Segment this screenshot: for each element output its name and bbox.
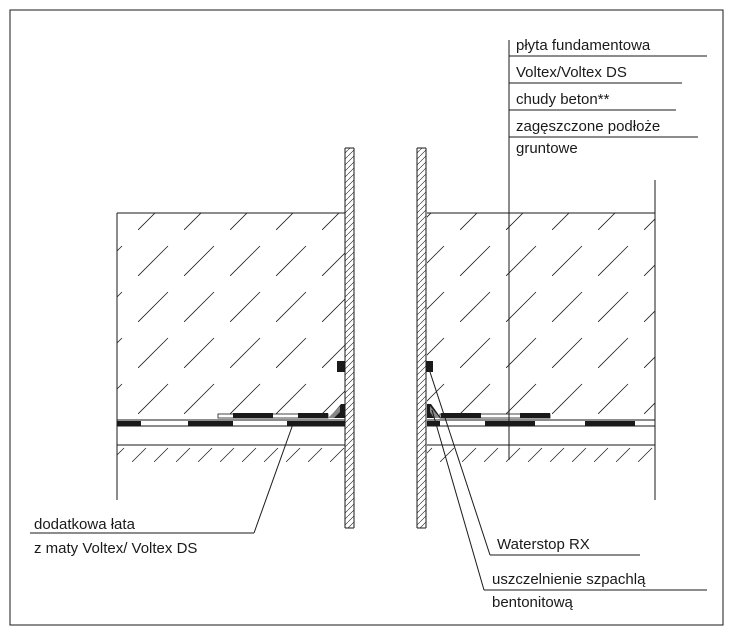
subgrade-layers: [117, 419, 655, 464]
label-layer-4-line1: zagęszczone podłoże: [516, 118, 660, 135]
sealing-leader: [431, 409, 707, 591]
label-layer-3: chudy beton**: [516, 91, 610, 108]
left-foundation-slab: [116, 212, 345, 500]
label-waterstop: Waterstop RX: [497, 536, 590, 553]
label-patch-line2: z maty Voltex/ Voltex DS: [34, 540, 197, 557]
waterstop-leader: [429, 371, 640, 556]
patch-leader: [30, 423, 294, 534]
right-pipe-wall: [416, 147, 427, 529]
label-sealing-line2: bentonitową: [492, 594, 574, 611]
label-layer-4-line2: gruntowe: [516, 140, 578, 157]
drawing-frame: [9, 9, 724, 626]
right-voltex-membrane: [426, 361, 635, 426]
left-voltex-membrane: [117, 361, 345, 426]
left-pipe-wall: [344, 147, 355, 529]
label-layer-2: Voltex/Voltex DS: [516, 64, 627, 81]
label-patch-line1: dodatkowa łata: [34, 516, 136, 533]
label-sealing-line1: uszczelnienie szpachlą: [492, 571, 646, 588]
layer-legend-leader: [508, 40, 707, 460]
label-layer-1: płyta fundamentowa: [516, 37, 651, 54]
